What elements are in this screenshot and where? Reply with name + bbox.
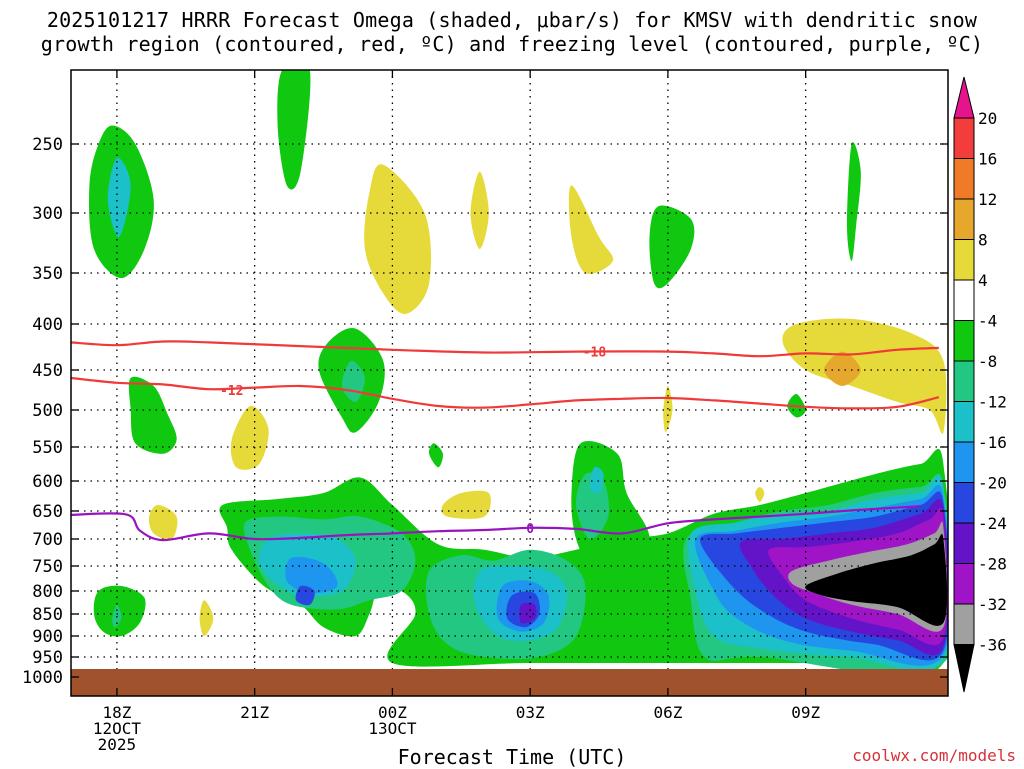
omega-region-5 — [470, 171, 489, 249]
omega-region-6 — [568, 185, 614, 274]
omega-region-7 — [649, 205, 695, 289]
contour-label--18: -18 — [583, 346, 607, 361]
y-axis-ticks: 2503003504004505005506006507007508008509… — [22, 135, 948, 688]
y-tick-label-250: 250 — [32, 135, 63, 155]
colorbar-bin-4 — [953, 279, 975, 321]
y-tick-label-1000: 1000 — [22, 668, 63, 688]
colorbar-bin-3 — [953, 239, 975, 281]
colorbar-top-arrow — [953, 76, 975, 119]
omega-region-43 — [805, 533, 948, 626]
colorbar-label: -28 — [978, 555, 1007, 574]
x-axis-label: Forecast Time (UTC) — [397, 745, 627, 769]
y-tick-label-750: 750 — [32, 557, 63, 577]
omega-shaded-regions — [89, 70, 948, 678]
colorbar-bin-11 — [953, 563, 975, 605]
omega-region-36 — [519, 602, 537, 624]
y-tick-label-700: 700 — [32, 530, 63, 550]
omega-region-13 — [230, 405, 269, 470]
omega-region-19 — [755, 487, 765, 502]
colorbar-label: -8 — [978, 352, 997, 371]
colorbar-label: -12 — [978, 393, 1007, 412]
credit-link[interactable]: coolwx.com/models — [852, 746, 1016, 765]
colorbar-label: 12 — [978, 190, 997, 209]
x-tick-label: 00Z — [378, 703, 407, 722]
x-tick-label: 12OCT — [93, 719, 142, 738]
omega-region-9 — [782, 318, 947, 434]
y-tick-label-500: 500 — [32, 401, 63, 421]
colorbar-bin-12 — [953, 603, 975, 645]
chart-title-line-2: growth region (contoured, red, ºC) and f… — [40, 32, 984, 56]
omega-region-8 — [847, 142, 861, 261]
colorbar-label: 16 — [978, 150, 997, 169]
omega-region-21 — [428, 443, 444, 468]
colorbar-bin-6 — [953, 360, 975, 402]
plot-frame — [70, 69, 949, 697]
contour-label-0: 0 — [526, 522, 534, 537]
y-tick-label-900: 900 — [32, 627, 63, 647]
omega-region-14 — [148, 505, 178, 540]
x-tick-label: 18Z — [102, 703, 131, 722]
x-tick-label: 06Z — [653, 703, 682, 722]
terrain-ground — [71, 669, 948, 696]
omega-region-3 — [277, 70, 311, 190]
colorbar-label: -16 — [978, 433, 1007, 452]
contour--18 — [71, 340, 939, 358]
y-tick-label-800: 800 — [32, 582, 63, 602]
colorbar-bin-7 — [953, 401, 975, 443]
omega-region-2 — [107, 157, 131, 238]
omega-region-10 — [824, 351, 861, 386]
contour-label--12: -12 — [220, 384, 243, 399]
contour-0 — [71, 505, 921, 542]
x-tick-label: 09Z — [791, 703, 820, 722]
x-tick-label: 13OCT — [368, 719, 417, 738]
y-tick-label-950: 950 — [32, 648, 63, 668]
colorbar-bin-5 — [953, 320, 975, 362]
colorbar-bin-8 — [953, 441, 975, 483]
colorbar-bottom-arrow — [953, 644, 975, 693]
y-tick-label-600: 600 — [32, 472, 63, 492]
y-tick-label-450: 450 — [32, 361, 63, 381]
colorbar-label: -32 — [978, 595, 1007, 614]
omega-region-32 — [295, 585, 315, 606]
colorbar-label: -24 — [978, 514, 1007, 533]
y-tick-label-300: 300 — [32, 204, 63, 224]
omega-region-4 — [364, 164, 432, 314]
colorbar-bin-0 — [953, 117, 975, 159]
omega-region-15 — [199, 600, 214, 636]
colorbar-bin-9 — [953, 482, 975, 524]
y-tick-label-400: 400 — [32, 315, 63, 335]
omega-region-16 — [441, 490, 491, 519]
colorbar-label: 4 — [978, 271, 988, 290]
chart-title-line-1: 2025101217 HRRR Forecast Omega (shaded, … — [46, 8, 978, 32]
y-tick-label-350: 350 — [32, 264, 63, 284]
x-tick-label: 2025 — [98, 735, 137, 754]
y-tick-label-850: 850 — [32, 605, 63, 625]
colorbar-label: -36 — [978, 636, 1007, 655]
colorbar-label: 20 — [978, 109, 997, 128]
colorbar-label: -4 — [978, 312, 997, 331]
grid-lines — [71, 70, 948, 696]
temperature-contours: -18 -12 0 — [71, 340, 940, 542]
colorbar-bin-1 — [953, 158, 975, 200]
colorbar-label: 8 — [978, 231, 988, 250]
x-tick-label: 21Z — [240, 703, 269, 722]
y-tick-label-650: 650 — [32, 502, 63, 522]
colorbar-bin-2 — [953, 198, 975, 240]
y-tick-label-550: 550 — [32, 438, 63, 458]
colorbar: 20 16 12 8 4 -4 -8 -12 -16 -20 -24 -28 -32 -36 — [953, 76, 1007, 693]
omega-region-44 — [589, 466, 604, 494]
colorbar-label: -20 — [978, 474, 1007, 493]
contour--12 — [71, 376, 940, 410]
omega-region-0 — [128, 376, 177, 454]
colorbar-bin-10 — [953, 522, 975, 564]
x-tick-label: 03Z — [516, 703, 545, 722]
